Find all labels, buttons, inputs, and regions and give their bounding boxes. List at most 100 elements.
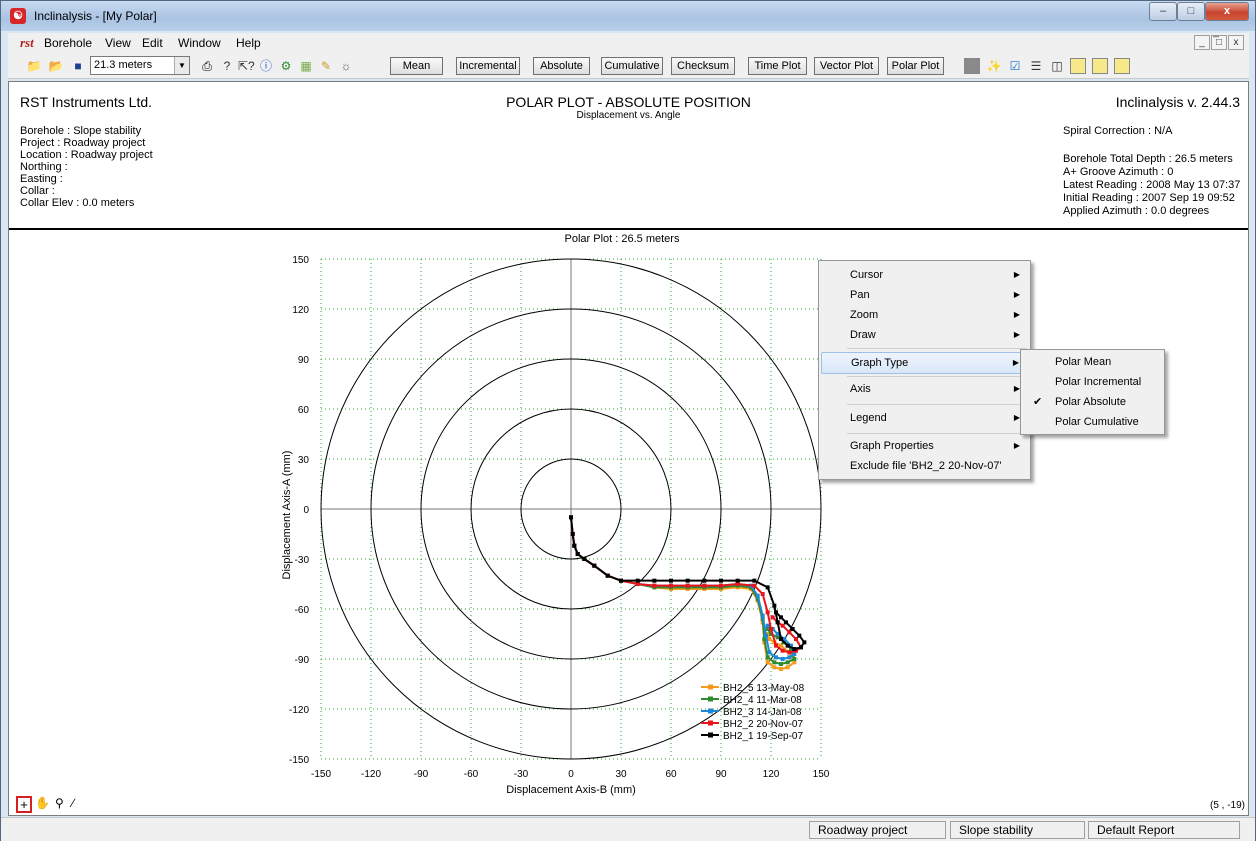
crosshair-cursor-icon[interactable]: + xyxy=(16,796,32,813)
submenu-arrow-icon: ▶ xyxy=(1013,270,1020,279)
incremental-button[interactable]: Incremental xyxy=(456,57,520,75)
zoom-icon[interactable]: ⚲ xyxy=(55,796,64,810)
status-bar: Roadway project Slope stability Default … xyxy=(1,817,1255,841)
absolute-button[interactable]: Absolute xyxy=(533,57,590,75)
data-point xyxy=(735,582,740,586)
menu-item-axis[interactable]: Axis ▶ xyxy=(821,378,1028,400)
data-point xyxy=(635,582,640,586)
info-icon[interactable]: ⓘ xyxy=(259,59,272,73)
layout-icon[interactable]: ◫ xyxy=(1051,59,1063,73)
save-icon[interactable]: ■ xyxy=(74,59,82,73)
menu-item-polar-incremental[interactable]: Polar Incremental xyxy=(1023,372,1162,392)
mean-button[interactable]: Mean xyxy=(390,57,443,75)
menu-edit[interactable]: Edit xyxy=(142,36,163,50)
menu-item-zoom[interactable]: Zoom ▶ xyxy=(821,304,1028,326)
menu-item-pan[interactable]: Pan ▶ xyxy=(821,284,1028,306)
menu-view[interactable]: View xyxy=(105,36,131,50)
minimize-button[interactable]: – xyxy=(1149,2,1177,21)
submenu-arrow-icon: ▶ xyxy=(1013,413,1020,422)
depth-select-value: 21.3 meters xyxy=(94,59,153,71)
company-name: RST Instruments Ltd. xyxy=(20,94,153,110)
inclinalysis-icon[interactable]: ☯ xyxy=(10,8,26,24)
print-icon[interactable]: ⎙ xyxy=(202,59,212,73)
menu-help[interactable]: Help xyxy=(236,36,261,50)
settings-icon[interactable]: ⚙ xyxy=(280,59,292,73)
menu-item-legend[interactable]: Legend ▶ xyxy=(821,407,1028,429)
data-point xyxy=(767,637,772,641)
data-point xyxy=(669,583,673,588)
legend-label: BH2_2 20-Nov-07 xyxy=(723,719,803,730)
new-folder-icon[interactable]: 📁 xyxy=(26,59,42,73)
mdi-restore-button[interactable]: ̅□ xyxy=(1211,35,1227,50)
data-point xyxy=(685,578,690,583)
chart-icon[interactable] xyxy=(1070,58,1086,74)
y-tick-label: 150 xyxy=(292,255,309,266)
list-icon[interactable]: ☰ xyxy=(1030,59,1042,73)
polar-chart[interactable]: -150 -120 -90 -60 -30 0 30 60 90 120 150 150 120 90 60… xyxy=(9,247,1248,827)
depth-select[interactable]: 21.3 meters ▼ xyxy=(90,56,190,75)
data-point xyxy=(772,603,777,608)
data-point xyxy=(769,632,773,636)
vector-plot-button[interactable]: Vector Plot xyxy=(814,57,879,75)
data-point xyxy=(770,615,775,620)
menu-item-polar-absolute[interactable]: ✔ Polar Absolute xyxy=(1023,392,1162,412)
menu-item-exclude-file-label: Exclude file 'BH2_2 20-Nov-07' xyxy=(850,460,1002,472)
menu-item-graph-type[interactable]: Graph Type ▶ xyxy=(821,352,1028,374)
gray-swatch-icon[interactable] xyxy=(964,58,980,74)
data-point xyxy=(765,627,770,631)
checksum-button[interactable]: Checksum xyxy=(671,57,735,75)
help-icon[interactable]: ? xyxy=(223,59,231,73)
mdi-close-button[interactable]: x xyxy=(1228,35,1244,50)
legend-label: BH2_5 13-May-08 xyxy=(723,683,805,694)
context-help-icon[interactable]: ⇱? xyxy=(238,59,255,73)
polar-incremental-label: Polar Incremental xyxy=(1055,376,1142,388)
chart-edit-icon[interactable]: ☑ xyxy=(1009,59,1021,73)
submenu-arrow-icon: ▶ xyxy=(1012,358,1019,367)
open-folder-icon[interactable]: 📂 xyxy=(48,59,64,73)
export-icon[interactable]: ☼ xyxy=(340,59,352,73)
table-icon[interactable]: ▦ xyxy=(300,59,312,73)
chart-title: Polar Plot : 26.5 meters xyxy=(564,233,680,245)
maximize-button[interactable]: □ xyxy=(1177,2,1205,21)
y-tick-label: 60 xyxy=(298,405,310,416)
y-tick-label: -150 xyxy=(289,755,309,766)
chevron-down-icon[interactable]: ▼ xyxy=(174,57,189,74)
polar-plot-button[interactable]: Polar Plot xyxy=(887,57,944,75)
menu-item-graph-type-label: Graph Type xyxy=(851,357,909,369)
menu-bar: rst Borehole View Edit Window Help _ ̅□ … xyxy=(8,33,1249,53)
menu-item-polar-cumulative[interactable]: Polar Cumulative xyxy=(1023,412,1162,432)
report-icon[interactable]: ✎ xyxy=(320,59,332,73)
menu-item-exclude-file[interactable]: Exclude file 'BH2_2 20-Nov-07' xyxy=(821,455,1028,477)
menu-separator xyxy=(847,348,1027,349)
data-point xyxy=(719,578,723,583)
y-tick-label: 0 xyxy=(303,505,309,516)
graph-icon[interactable] xyxy=(1092,58,1108,74)
menu-item-draw[interactable]: Draw ▶ xyxy=(821,324,1028,346)
info-borehole: Borehole : Slope stability xyxy=(20,125,142,137)
info-location: Location : Roadway project xyxy=(20,149,153,161)
menu-item-graph-properties[interactable]: Graph Properties ▶ xyxy=(821,435,1028,457)
hatch-icon[interactable]: ✨ xyxy=(986,59,1002,73)
y-tick-label: -120 xyxy=(289,705,309,716)
x-axis-label: Displacement Axis-B (mm) xyxy=(506,784,636,796)
data-point xyxy=(780,648,785,653)
pan-hand-icon[interactable]: ✋ xyxy=(35,796,50,810)
plot-icon[interactable] xyxy=(1114,58,1130,74)
cumulative-button[interactable]: Cumulative xyxy=(601,57,663,75)
data-point xyxy=(802,640,807,645)
polar-ring xyxy=(370,308,772,710)
menu-window[interactable]: Window xyxy=(178,36,221,50)
menu-borehole[interactable]: Borehole xyxy=(44,36,93,50)
title-bar[interactable]: ☯ Inclinalysis - [My Polar] – □ x xyxy=(1,1,1255,31)
menu-separator xyxy=(847,376,1027,377)
menu-item-polar-mean[interactable]: Polar Mean xyxy=(1023,352,1162,372)
data-point xyxy=(762,637,767,641)
menu-item-cursor[interactable]: Cursor ▶ xyxy=(821,264,1028,286)
draw-icon[interactable]: ∕ xyxy=(72,796,75,810)
data-point xyxy=(774,610,778,615)
close-button[interactable]: x xyxy=(1205,2,1249,21)
time-plot-button[interactable]: Time Plot xyxy=(748,57,807,75)
menu-item-pan-label: Pan xyxy=(850,289,870,301)
mdi-minimize-button[interactable]: _ xyxy=(1194,35,1210,50)
data-point xyxy=(685,583,690,588)
